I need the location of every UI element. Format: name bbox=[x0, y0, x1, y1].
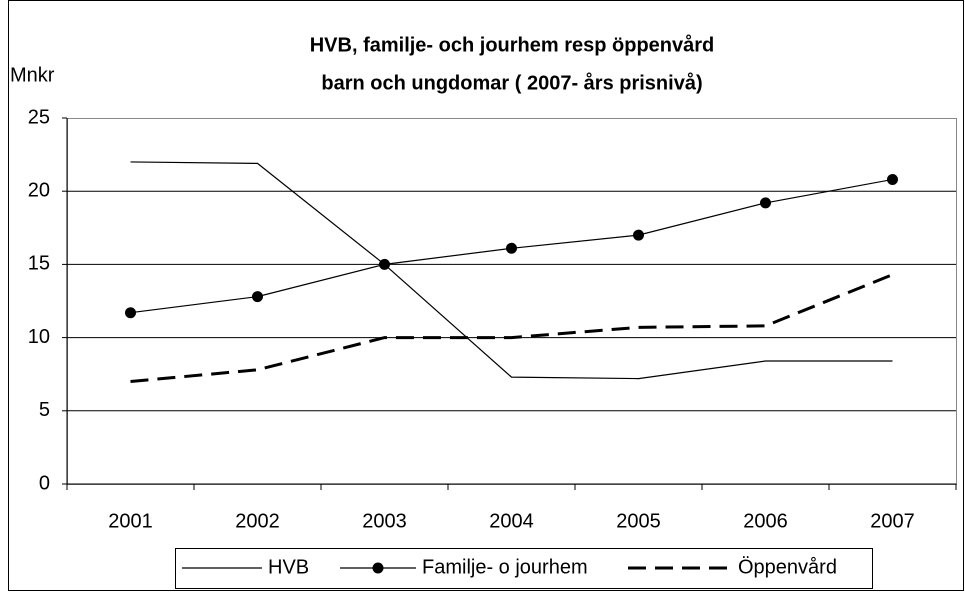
x-tick-label: 2002 bbox=[235, 510, 280, 532]
point-marker bbox=[506, 242, 517, 254]
y-tick-label: 25 bbox=[28, 106, 50, 128]
chart-subtitle: barn och ungdomar ( 2007- års prisnivå) bbox=[321, 71, 702, 94]
y-tick-label: 10 bbox=[28, 326, 50, 348]
chart-frame bbox=[8, 0, 964, 591]
x-tick-label: 2003 bbox=[362, 510, 407, 532]
x-tick-label: 2005 bbox=[616, 510, 661, 532]
y-tick-label: 0 bbox=[39, 472, 50, 494]
x-tick-label: 2001 bbox=[108, 510, 153, 532]
legend-box bbox=[175, 548, 873, 589]
point-marker bbox=[887, 173, 898, 185]
x-tick-label: 2004 bbox=[489, 510, 534, 532]
legend-label: Öppenvård bbox=[738, 556, 837, 578]
y-axis-label: Mnkr bbox=[10, 64, 55, 86]
x-tick-label: 2007 bbox=[870, 510, 915, 532]
chart-title: HVB, familje- och jourhem resp öppenvård bbox=[310, 33, 715, 56]
point-marker bbox=[125, 307, 136, 319]
series-line bbox=[130, 161, 893, 380]
point-marker bbox=[633, 229, 644, 241]
legend-label: Familje- o jourhem bbox=[422, 556, 588, 578]
y-tick-label: 5 bbox=[39, 399, 50, 421]
point-marker bbox=[252, 291, 263, 303]
series-line bbox=[130, 273, 894, 384]
y-tick-label: 15 bbox=[28, 253, 50, 275]
legend-marker bbox=[372, 562, 384, 574]
point-marker bbox=[379, 258, 390, 270]
point-marker bbox=[760, 197, 771, 209]
x-tick-label: 2006 bbox=[743, 510, 788, 532]
legend-label: HVB bbox=[268, 556, 309, 578]
y-tick-label: 20 bbox=[28, 179, 50, 201]
